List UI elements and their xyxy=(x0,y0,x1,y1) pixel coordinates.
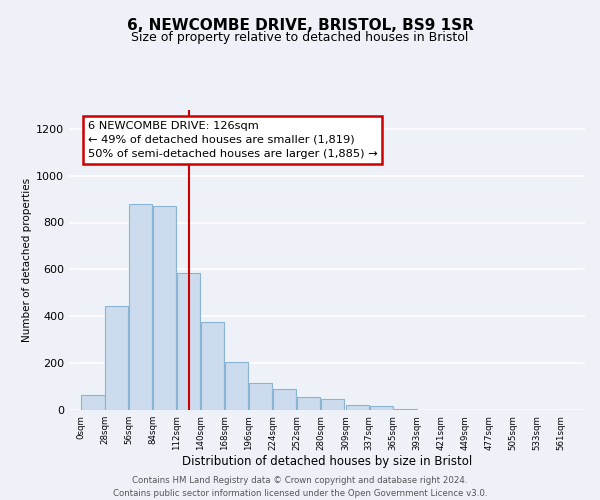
Bar xyxy=(82,395,104,410)
Bar xyxy=(153,206,176,410)
Bar xyxy=(225,362,248,410)
Bar xyxy=(273,389,296,410)
Text: Size of property relative to detached houses in Bristol: Size of property relative to detached ho… xyxy=(131,31,469,44)
Text: 6, NEWCOMBE DRIVE, BRISTOL, BS9 1SR: 6, NEWCOMBE DRIVE, BRISTOL, BS9 1SR xyxy=(127,18,473,32)
Text: Contains HM Land Registry data © Crown copyright and database right 2024.
Contai: Contains HM Land Registry data © Crown c… xyxy=(113,476,487,498)
Y-axis label: Number of detached properties: Number of detached properties xyxy=(22,178,32,342)
Bar xyxy=(297,397,320,410)
Bar xyxy=(321,400,344,410)
Bar xyxy=(201,322,224,410)
Bar xyxy=(394,409,417,410)
Bar xyxy=(106,306,128,410)
Bar xyxy=(346,406,369,410)
Text: 6 NEWCOMBE DRIVE: 126sqm
← 49% of detached houses are smaller (1,819)
50% of sem: 6 NEWCOMBE DRIVE: 126sqm ← 49% of detach… xyxy=(88,120,377,160)
Bar xyxy=(249,383,272,410)
Bar xyxy=(177,273,200,410)
X-axis label: Distribution of detached houses by size in Bristol: Distribution of detached houses by size … xyxy=(182,456,472,468)
Bar xyxy=(370,406,393,410)
Bar xyxy=(130,204,152,410)
